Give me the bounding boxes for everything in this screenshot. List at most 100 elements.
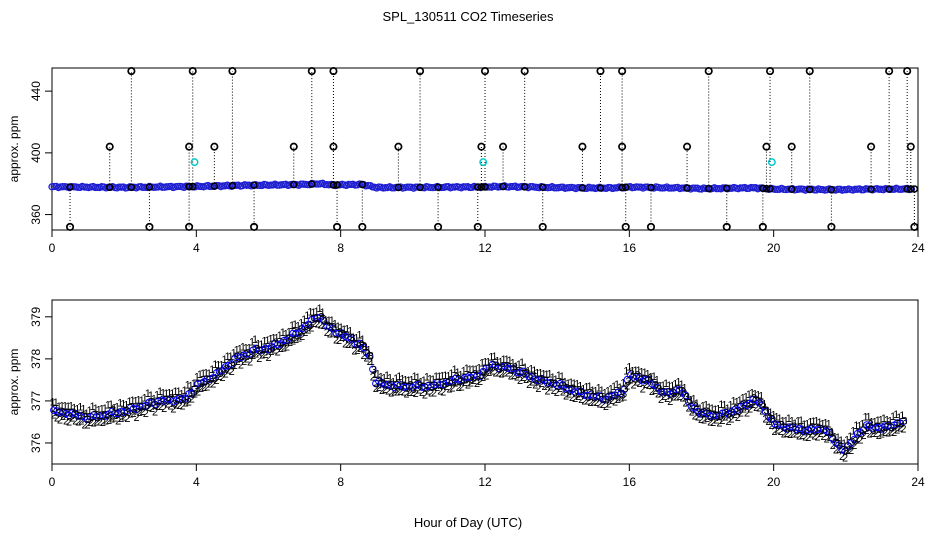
bottom-series-3-mark: 3 (138, 402, 144, 414)
bottom-series-1-mark: 1 (681, 383, 687, 395)
bottom-series-2-mark: 2 (97, 417, 103, 429)
bottom-series-3-mark: 3 (684, 392, 690, 404)
top-spike-point (683, 142, 692, 151)
bottom-series-3-mark: 3 (874, 421, 880, 433)
bottom-series-1-mark: 1 (574, 378, 580, 390)
bottom-series-1-mark: 1 (715, 403, 721, 415)
bottom-series-1-mark: 1 (749, 387, 755, 399)
bottom-series-1-mark: 1 (718, 399, 724, 411)
bottom-series-2-mark: 2 (134, 412, 140, 424)
bottom-series-2-mark: 2 (201, 382, 207, 394)
bottom-series-2-mark: 2 (713, 415, 719, 427)
bottom-series-2-mark: 2 (336, 335, 342, 347)
bottom-series-3-mark: 3 (549, 377, 555, 389)
bottom-series-1-mark: 1 (816, 417, 822, 429)
bottom-series-1-mark: 1 (820, 419, 826, 431)
bottom-x-tick-label: 20 (767, 475, 781, 489)
bottom-series-1-mark: 1 (470, 364, 476, 376)
top-data-point (290, 180, 298, 189)
bottom-series-3-mark: 3 (822, 424, 828, 436)
bottom-series-3-mark: 3 (481, 367, 487, 379)
bottom-series-1-mark: 1 (783, 415, 789, 427)
bottom-series-2-mark: 2 (376, 382, 382, 394)
bottom-series-2-mark: 2 (180, 400, 186, 412)
bottom-series-1-mark: 1 (617, 382, 623, 394)
bottom-series-3-mark: 3 (355, 338, 361, 350)
top-x-tick-label: 0 (49, 241, 56, 255)
bottom-series-3-mark: 3 (73, 409, 79, 421)
bottom-series-3-mark: 3 (632, 374, 638, 386)
bottom-series-2-mark: 2 (207, 379, 213, 391)
top-alt-point (190, 158, 199, 167)
bottom-data-point (185, 390, 193, 398)
bottom-data-point (599, 395, 607, 404)
top-spike-point (188, 67, 197, 76)
bottom-series-1-mark: 1 (626, 361, 632, 373)
bottom-series-1-mark: 1 (160, 388, 166, 400)
bottom-series-1-mark: 1 (875, 415, 881, 427)
bottom-series-2-mark: 2 (186, 396, 192, 408)
bottom-series-1-mark: 1 (384, 370, 390, 382)
top-data-point (477, 183, 486, 191)
bottom-series-1-mark: 1 (620, 378, 626, 390)
bottom-series-2-mark: 2 (793, 429, 799, 441)
bottom-series-3-mark: 3 (92, 409, 98, 421)
bottom-series-2-mark: 2 (474, 378, 480, 390)
bottom-series-1-mark: 1 (761, 398, 767, 410)
bottom-series-2-mark: 2 (275, 347, 281, 359)
bottom-series-2-mark: 2 (232, 360, 238, 372)
bottom-series-2-mark: 2 (143, 408, 149, 420)
bottom-series-2-mark: 2 (465, 379, 471, 391)
bottom-series-2-mark: 2 (842, 452, 848, 464)
bottom-series-3-mark: 3 (898, 419, 904, 431)
bottom-series-2-mark: 2 (177, 400, 183, 412)
bottom-data-point (292, 329, 300, 338)
bottom-series-1-mark: 1 (378, 372, 384, 384)
bottom-series-2-mark: 2 (370, 372, 376, 384)
bottom-data-point (77, 412, 86, 420)
bottom-series-1-mark: 1 (556, 370, 562, 382)
bottom-series-1-mark: 1 (99, 404, 105, 416)
bottom-series-3-mark: 3 (865, 422, 871, 434)
bottom-series-1-mark: 1 (694, 398, 700, 410)
bottom-series-2-mark: 2 (278, 343, 284, 355)
bottom-series-1-mark: 1 (856, 421, 862, 433)
top-spike-point (333, 222, 342, 231)
top-spike-point (329, 142, 338, 151)
bottom-series-2-mark: 2 (173, 399, 179, 411)
bottom-series-1-mark: 1 (565, 378, 571, 390)
bottom-series-1-mark: 1 (224, 351, 230, 363)
bottom-series-2-mark: 2 (226, 365, 232, 377)
bottom-series-3-mark: 3 (190, 389, 196, 401)
bottom-data-point (445, 378, 454, 386)
bottom-series-3-mark: 3 (129, 401, 135, 413)
bottom-series-2-mark: 2 (511, 370, 517, 382)
top-data-point (127, 183, 136, 192)
bottom-series-1-mark: 1 (507, 355, 513, 367)
bottom-series-3-mark: 3 (386, 380, 392, 392)
bottom-series-1-mark: 1 (832, 432, 838, 444)
bottom-series-1-mark: 1 (436, 371, 442, 383)
bottom-series-2-mark: 2 (750, 399, 756, 411)
bottom-data-point (614, 388, 622, 397)
bottom-series-1-mark: 1 (519, 357, 525, 369)
x-axis-label: Hour of Day (UTC) (413, 515, 523, 530)
bottom-series-3-mark: 3 (417, 380, 423, 392)
bottom-series-2-mark: 2 (256, 353, 262, 365)
bottom-series-2-mark: 2 (265, 352, 271, 364)
bottom-series-3-mark: 3 (420, 381, 426, 393)
bottom-series-1-mark: 1 (712, 404, 718, 416)
bottom-series-1-mark: 1 (323, 314, 329, 326)
bottom-series-1-mark: 1 (234, 345, 240, 357)
bottom-series-3-mark: 3 (687, 395, 693, 407)
bottom-series-2-mark: 2 (183, 397, 189, 409)
bottom-series-2-mark: 2 (78, 415, 84, 427)
bottom-series-2-mark: 2 (219, 372, 225, 384)
bottom-series-1-mark: 1 (528, 364, 534, 376)
bottom-series-1-mark: 1 (264, 335, 270, 347)
bottom-series-2-mark: 2 (413, 388, 419, 400)
bottom-series-2-mark: 2 (848, 445, 854, 457)
bottom-series-1-mark: 1 (580, 383, 586, 395)
bottom-series-2-mark: 2 (403, 389, 409, 401)
bottom-series-3-mark: 3 (202, 376, 208, 388)
